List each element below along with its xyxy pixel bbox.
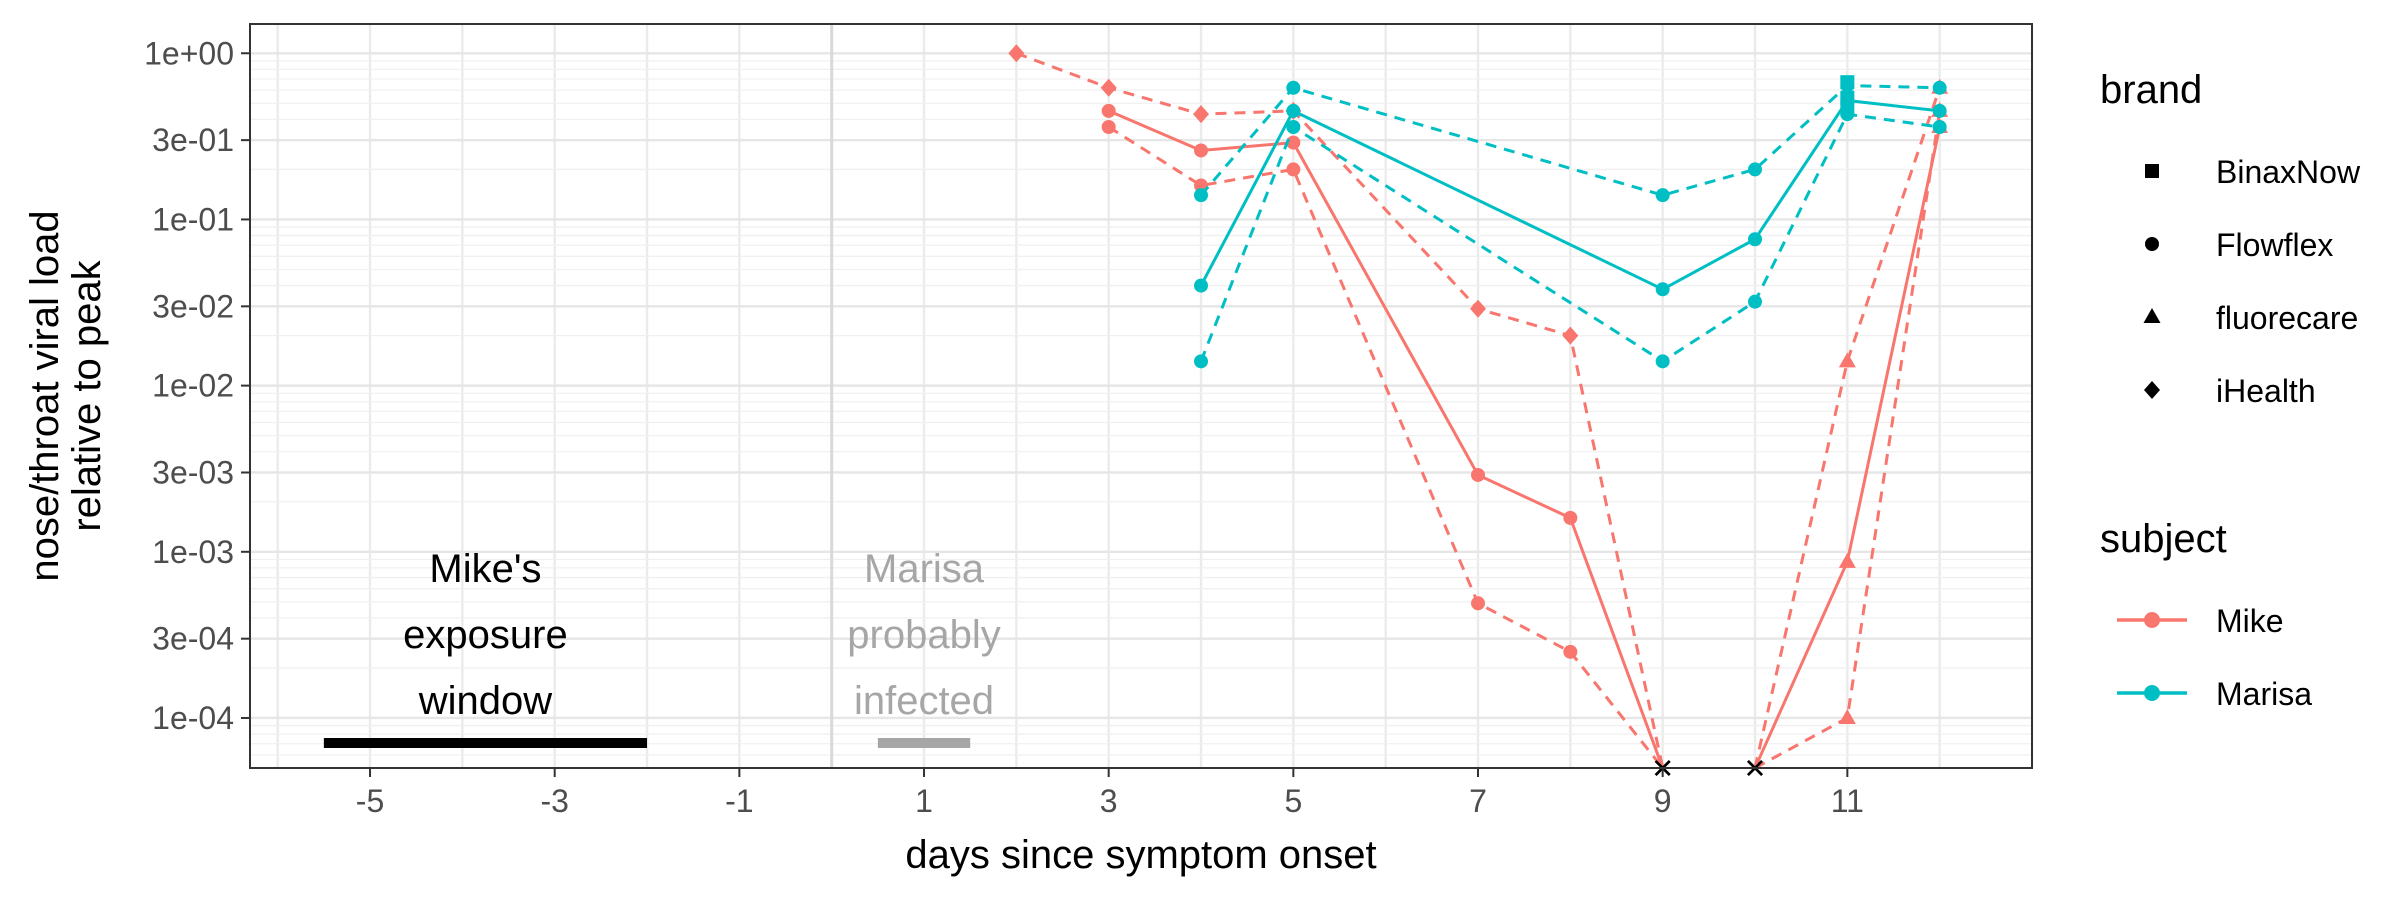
data-point (1194, 278, 1209, 293)
data-point (1562, 326, 1579, 345)
data-point (1838, 708, 1856, 724)
data-point (1563, 644, 1578, 659)
x-tick-label: 7 (1469, 783, 1487, 819)
data-point (1286, 135, 1301, 150)
legend-subject-title: subject (2100, 517, 2227, 561)
legend-circle-icon (2145, 237, 2159, 251)
legend-brand-items: BinaxNow Flowflex fluorecare iHealth (2143, 154, 2361, 409)
x-tick-label: 9 (1654, 783, 1672, 819)
x-tick-label: 3 (1100, 783, 1118, 819)
data-point (1286, 103, 1301, 118)
annotations: Mike's exposure window Marisa probably infect… (323, 547, 1001, 748)
data-point (1655, 354, 1670, 369)
data-point (1101, 119, 1116, 134)
data-point (1932, 119, 1947, 134)
legend-diamond-icon (2144, 381, 2160, 399)
mike-exposure-text-line: Mike's (429, 547, 541, 591)
legend-square-icon (2145, 164, 2159, 178)
series-line (1199, 112, 1940, 364)
marisa-infected-text-line: infected (854, 679, 994, 723)
y-tick-label: 1e-03 (152, 534, 234, 570)
data-point (1748, 162, 1763, 177)
legend-subject-label: Marisa (2216, 676, 2312, 712)
data-point (1101, 103, 1116, 118)
x-tick-label: 5 (1284, 783, 1302, 819)
panel-border (249, 23, 2033, 769)
legend-brand-label: iHealth (2216, 373, 2316, 409)
y-axis-label-line-1: nose/throat viral load (23, 210, 67, 581)
data-point (1655, 188, 1670, 203)
x-axis: -5 -3 -1 1 3 5 7 9 11 (356, 768, 1864, 819)
mike-exposure-text-line: window (418, 679, 553, 723)
legend-brand-label: fluorecare (2216, 300, 2358, 336)
x-tick-label: 11 (1831, 783, 1864, 819)
legend-point-icon (2144, 612, 2160, 628)
series-line (1107, 125, 1664, 769)
series-line (1199, 83, 1940, 197)
legend-brand-title: brand (2100, 68, 2202, 112)
x-tick-label: -1 (725, 783, 753, 819)
data-point (1655, 282, 1670, 297)
legend: brand subject BinaxNow Flowflex fluorecare… (2100, 68, 2361, 712)
data-point-binaxnow (1840, 90, 1855, 105)
x-tick-label: 1 (915, 783, 933, 819)
legend-triangle-icon (2143, 308, 2161, 323)
data-point (1193, 105, 1210, 124)
data-point (1838, 352, 1856, 368)
data-point (1194, 188, 1209, 203)
y-axis: 1e-04 3e-04 1e-03 3e-03 1e-02 3e-02 1e-01 3e-01… (144, 35, 250, 736)
legend-subject-label: Mike (2216, 603, 2284, 639)
data-point (1838, 552, 1856, 568)
x-tick-label: -5 (356, 783, 384, 819)
legend-brand-label: BinaxNow (2216, 154, 2361, 190)
data-point (1932, 80, 1947, 95)
data-point-binaxnow (1840, 102, 1855, 117)
data-point (1932, 103, 1947, 118)
y-tick-label: 3e-02 (152, 288, 234, 324)
data-point (1194, 143, 1209, 158)
data-point (1008, 44, 1025, 63)
legend-brand-label: Flowflex (2216, 227, 2333, 263)
data-point (1471, 596, 1486, 611)
series-line (1753, 87, 1942, 769)
y-axis-label-line-2: relative to peak (65, 259, 109, 531)
data-point (1563, 510, 1578, 525)
mike-exposure-text-line: exposure (403, 613, 568, 657)
data-point-binaxnow (1840, 75, 1855, 90)
marisa-infected-text-line: probably (847, 613, 1000, 657)
data-point (1470, 299, 1487, 318)
legend-point-icon (2144, 685, 2160, 701)
y-tick-label: 1e-04 (152, 700, 234, 736)
y-tick-label: 3e-01 (152, 122, 234, 158)
x-tick-label: -3 (540, 783, 568, 819)
y-axis-label: nose/throat viral load relative to peak (23, 210, 109, 581)
series-line (1199, 98, 1940, 291)
data-point (1286, 119, 1301, 134)
data-point (1100, 78, 1117, 97)
data-point (1286, 80, 1301, 95)
y-tick-label: 1e-01 (152, 201, 234, 237)
series-line (1108, 109, 1665, 769)
data-point (1748, 232, 1763, 247)
y-tick-label: 3e-03 (152, 455, 234, 491)
y-tick-label: 1e-02 (152, 368, 234, 404)
data-point (1194, 354, 1209, 369)
legend-subject-items: Mike Marisa (2117, 603, 2312, 712)
series (1008, 44, 1949, 776)
data-point (1286, 162, 1301, 177)
x-axis-label: days since symptom onset (905, 833, 1376, 877)
data-point (1471, 467, 1486, 482)
y-tick-label: 3e-04 (152, 621, 234, 657)
y-tick-label: 1e+00 (144, 35, 234, 71)
data-point (1748, 294, 1763, 309)
marisa-infected-text-line: Marisa (864, 547, 985, 591)
